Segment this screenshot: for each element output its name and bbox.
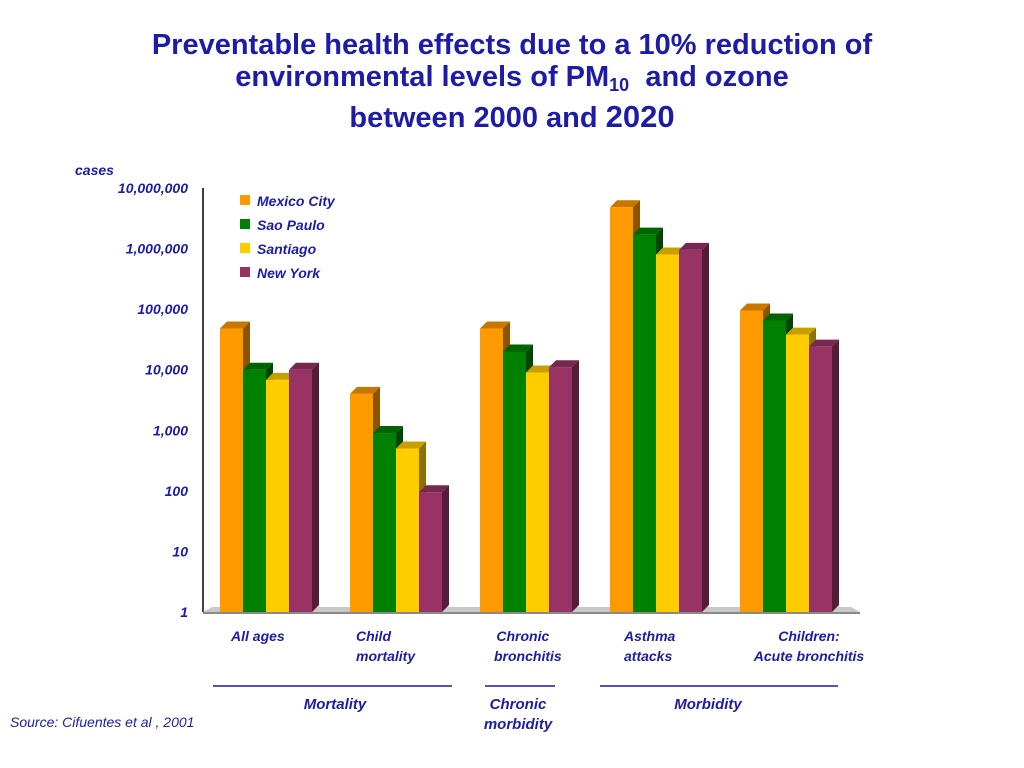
legend-label: Sao Paulo <box>257 217 325 233</box>
bar-front <box>656 254 679 612</box>
legend-item: Sao Paulo <box>240 217 325 233</box>
legend-item: Mexico City <box>240 193 336 209</box>
category-label-4: Children: Acute bronchitis <box>753 628 865 664</box>
category-label-0: All ages <box>231 628 285 644</box>
y-tick-label: 10,000,000 <box>118 180 188 196</box>
bar-side <box>312 362 319 612</box>
y-tick-label: 1 <box>180 604 188 620</box>
bar-side <box>832 339 839 612</box>
bar-top <box>350 386 380 394</box>
bar-top <box>503 344 533 352</box>
bar-top <box>786 327 816 335</box>
category-label-1: Child mortality <box>356 628 416 664</box>
bar-top <box>633 227 663 235</box>
bar-top <box>396 441 426 449</box>
bar-front <box>809 346 832 612</box>
bar-top <box>679 242 709 250</box>
bar-front <box>633 234 656 613</box>
legend-label: Santiago <box>257 241 317 257</box>
y-axis-label: cases <box>75 162 114 178</box>
group-label-mortality: Mortality <box>303 696 367 713</box>
bar-top <box>419 485 449 493</box>
bar-front <box>350 393 373 612</box>
legend-label: Mexico City <box>257 193 336 209</box>
bar-top <box>243 362 273 370</box>
y-tick-label: 100 <box>165 483 189 499</box>
bar <box>549 360 579 612</box>
bar-front <box>740 310 763 612</box>
legend-label: New York <box>257 265 321 281</box>
bar <box>809 339 839 612</box>
legend-swatch <box>240 195 250 205</box>
bar-front <box>243 369 266 612</box>
chart-title-line-2: environmental levels of PM10 and ozone <box>0 60 1024 102</box>
legend-item: Santiago <box>240 241 317 257</box>
title-year: 2020 <box>605 99 675 134</box>
bar-front <box>679 249 702 612</box>
bar-top <box>266 372 296 380</box>
legend-swatch <box>240 219 250 229</box>
bar-top <box>220 321 250 329</box>
bar-top <box>656 247 686 255</box>
bar-front <box>610 207 633 612</box>
legend-swatch <box>240 243 250 253</box>
bar-front <box>480 328 503 612</box>
bar-top <box>289 362 319 370</box>
chart-title-line-3: between 2000 and 2020 <box>0 100 1024 135</box>
bar-top <box>740 303 770 311</box>
bar-top <box>526 365 556 373</box>
bar-front <box>220 328 243 612</box>
bar-top <box>480 321 510 329</box>
bar-top <box>809 339 839 347</box>
bar-top <box>549 360 579 368</box>
bar-front <box>786 334 809 612</box>
y-tick-label: 10 <box>172 543 188 559</box>
category-label-3: Asthma attacks <box>624 628 676 664</box>
y-tick-label: 1,000 <box>153 422 188 438</box>
bar-front <box>763 320 786 612</box>
title-ozone-text: and ozone <box>629 61 789 93</box>
category-label-2: Chronic bronchitis <box>494 628 562 664</box>
legend-swatch <box>240 267 250 277</box>
y-tick-label: 1,000,000 <box>126 241 188 257</box>
title-pm-subscript: 10 <box>609 75 630 95</box>
bar-front <box>396 448 419 612</box>
group-label-chronic-morbidity: Chronic morbidity <box>483 696 553 733</box>
chart-title-line-1: Preventable health effects due to a 10% … <box>151 29 873 61</box>
title-pm-text: environmental levels of PM <box>235 61 610 93</box>
bar-top <box>373 426 403 434</box>
bar-front <box>373 433 396 612</box>
y-tick-label: 10,000 <box>145 362 188 378</box>
source-note: Source: Cifuentes et al , 2001 <box>10 714 195 730</box>
bar-front <box>526 372 549 612</box>
legend-item: New York <box>240 265 321 281</box>
bar-front <box>549 367 572 612</box>
y-tick-label: 100,000 <box>137 301 188 317</box>
bar-front <box>266 379 289 612</box>
bar <box>679 242 709 612</box>
bar-side <box>702 242 709 612</box>
bar <box>289 362 319 612</box>
bar-front <box>419 492 442 612</box>
bar-side <box>442 485 449 612</box>
bar-top <box>763 313 793 321</box>
bar-top <box>610 200 640 208</box>
bar-front <box>289 369 312 612</box>
title-years-text: between 2000 and <box>349 102 606 134</box>
bar-side <box>572 360 579 612</box>
bar-front <box>503 351 526 612</box>
group-label-morbidity: Morbidity <box>674 696 742 713</box>
chart-floor-edge <box>203 612 860 614</box>
bar <box>419 485 449 612</box>
